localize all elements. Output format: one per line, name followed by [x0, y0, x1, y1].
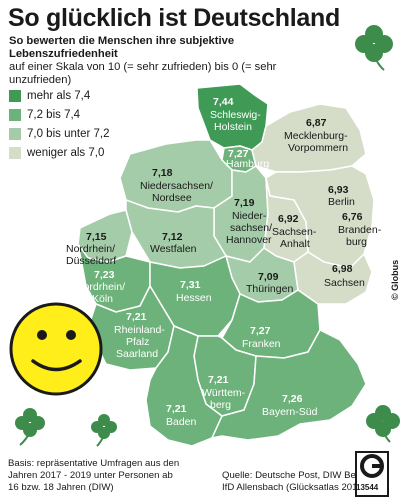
label-name-rlp-3: Saarland: [116, 348, 158, 360]
label-name-nds-hannover-2: sachsen/: [230, 222, 272, 234]
label-name-thueringen: Thüringen: [246, 283, 293, 295]
legend-label-2: 7,2 bis 7,4: [27, 108, 81, 121]
label-name-schleswig-holstein-2: Holstein: [214, 121, 252, 133]
label-name-nrw-duesseldorf-1: Nordrhein/: [66, 243, 115, 255]
label-name-nds-hannover-1: Nieder-: [232, 210, 267, 222]
label-name-berlin: Berlin: [328, 196, 355, 208]
label-value-nds-nordsee: 7,18: [152, 167, 173, 179]
label-value-nrw-duesseldorf: 7,15: [86, 231, 107, 243]
label-value-bayern-sued: 7,26: [282, 393, 303, 405]
shamrock-icon-right: [366, 405, 400, 443]
label-name-hessen: Hessen: [176, 292, 212, 304]
legend-item-1: mehr als 7,4: [9, 86, 109, 105]
subtitle-line-2: auf einer Skala von 10 (= sehr zufrieden…: [9, 61, 277, 86]
globus-logo-icon: [355, 451, 389, 497]
label-name-franken: Franken: [242, 338, 281, 350]
subtitle: So bewerten die Menschen ihre subjektive…: [9, 35, 339, 87]
label-name-hamburg: Hamburg: [226, 158, 269, 170]
legend-swatch-2: [9, 108, 21, 121]
label-value-nds-hannover: 7,19: [234, 197, 255, 209]
label-name-schleswig-holstein-1: Schleswig-: [210, 109, 261, 121]
source-line-1: Quelle: Deutsche Post, DIW Berlin,: [222, 470, 372, 481]
label-value-mv: 6,87: [306, 117, 327, 129]
label-value-westfalen: 7,12: [162, 231, 183, 243]
label-value-sachsen-anhalt: 6,92: [278, 213, 299, 225]
shamrock-icon-left-small: [91, 414, 117, 447]
legend-label-4: weniger als 7,0: [27, 146, 105, 159]
label-name-rlp-2: Pfalz: [126, 336, 149, 348]
label-name-bayern-sued: Bayern-Süd: [262, 406, 318, 418]
label-name-mv-2: Vorpommern: [288, 142, 348, 154]
legend-item-3: 7,0 bis unter 7,2: [9, 124, 109, 143]
label-name-westfalen: Westfalen: [150, 243, 197, 255]
label-name-nds-nordsee-2: Nordsee: [152, 192, 192, 204]
label-name-rlp-1: Rheinland-: [114, 324, 165, 336]
label-value-nrw-koeln: 7,23: [94, 269, 115, 281]
label-value-baden: 7,21: [166, 403, 187, 415]
label-name-sachsen: Sachsen: [324, 277, 365, 289]
basis-line-3: 16 bzw. 18 Jahren (DIW): [8, 481, 114, 493]
label-value-hessen: 7,31: [180, 279, 201, 291]
legend-item-4: weniger als 7,0: [9, 143, 109, 162]
shamrock-icon-left: [15, 408, 45, 446]
legend-label-3: 7,0 bis unter 7,2: [27, 127, 110, 140]
label-name-nds-nordsee-1: Niedersachsen/: [140, 180, 213, 192]
label-name-nrw-koeln-1: Nordrhein/: [76, 281, 125, 293]
legend: mehr als 7,4 7,2 bis 7,4 7,0 bis unter 7…: [9, 86, 109, 162]
legend-item-2: 7,2 bis 7,4: [9, 105, 109, 124]
label-name-wuerttemberg-2: berg: [210, 399, 231, 411]
label-name-brandenburg-1: Branden-: [338, 224, 382, 236]
source-note: Quelle: Deutsche Post, DIW Berlin, IfD A…: [222, 470, 371, 494]
label-value-berlin: 6,93: [328, 184, 349, 196]
page-title: So glücklich ist Deutschland: [8, 4, 340, 32]
label-value-sachsen: 6,98: [332, 263, 353, 275]
label-value-wuerttemberg: 7,21: [208, 374, 229, 386]
legend-swatch-4: [9, 146, 21, 159]
label-value-schleswig-holstein: 7,44: [213, 96, 234, 108]
label-value-hamburg: 7,27: [228, 148, 249, 160]
label-value-franken: 7,27: [250, 325, 271, 337]
label-value-thueringen: 7,09: [258, 271, 279, 283]
basis-note: Basis: repräsentative Umfragen aus den J…: [8, 458, 179, 493]
shamrock-icon-top: [355, 25, 393, 71]
legend-label-1: mehr als 7,4: [27, 89, 91, 102]
label-name-wuerttemberg-1: Württem-: [202, 387, 246, 399]
basis-line-2: Jahren 2017 - 2019 unter Personen ab: [8, 469, 173, 481]
region-bayern-sued: [211, 329, 367, 441]
legend-swatch-3: [9, 127, 21, 140]
label-name-nrw-koeln-2: Köln: [92, 293, 113, 305]
region-mecklenburg-vorpommern: [251, 103, 367, 173]
globus-credit: © Globus: [390, 259, 400, 300]
label-name-nrw-duesseldorf-2: Düsseldorf: [66, 255, 116, 267]
legend-swatch-1: [9, 89, 21, 102]
graphic-number: 13544: [356, 483, 379, 492]
source-line-2: IfD Allensbach (Glücksatlas 2019): [222, 481, 366, 493]
basis-line-1: Basis: repräsentative Umfragen aus den: [8, 458, 180, 469]
label-value-rlp: 7,21: [126, 311, 147, 323]
label-name-baden: Baden: [166, 416, 197, 428]
label-name-mv-1: Mecklenburg-: [284, 130, 348, 142]
label-value-brandenburg: 6,76: [342, 211, 363, 223]
label-name-nds-hannover-3: Hannover: [226, 234, 272, 246]
label-name-sachsen-anhalt-1: Sachsen-: [272, 226, 317, 238]
label-name-brandenburg-2: burg: [346, 236, 367, 248]
smiley-icon: [9, 302, 103, 396]
subtitle-line-1: So bewerten die Menschen ihre subjektive…: [9, 35, 235, 60]
label-name-sachsen-anhalt-2: Anhalt: [280, 238, 310, 250]
